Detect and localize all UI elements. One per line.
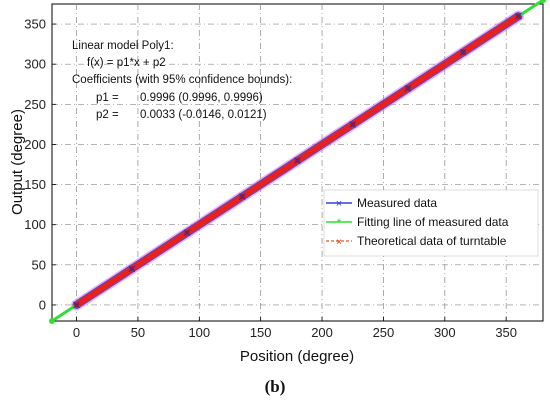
legend-marker-theoretical: × (336, 237, 342, 248)
y-tick-label: 350 (24, 17, 46, 32)
anno-p1-value: 0.9996 (0.9996, 0.9996) (140, 92, 263, 104)
data-point-measured (294, 157, 301, 164)
x-axis-label: Position (degree) (240, 348, 354, 365)
x-tick-label: 350 (495, 325, 517, 340)
anno-p2-label: p2 = (96, 109, 119, 121)
data-point-measured (459, 48, 467, 56)
data-point-measured (349, 121, 357, 128)
data-point-measured (515, 12, 522, 20)
x-tick-label: 150 (250, 325, 272, 340)
series-layer (49, 0, 546, 324)
legend-label-measured: Measured data (357, 196, 437, 210)
x-tick-label: 250 (373, 325, 395, 340)
x-tick-label: 200 (311, 325, 333, 340)
anno-coefficients: Coefficients (with 95% confidence bounds… (72, 74, 292, 86)
x-tick-label: 50 (131, 325, 145, 340)
y-tick-label: 150 (24, 177, 46, 192)
data-point-fit (49, 317, 55, 324)
legend-marker-measured: × (336, 198, 342, 210)
data-point-fit (540, 0, 546, 4)
y-tick-label: 300 (24, 57, 46, 72)
legend: × Measured data * Fitting line of measur… (323, 189, 539, 257)
x-tick-label: 0 (73, 325, 80, 340)
anno-p2-value: 0.0033 (-0.0146, 0.0121) (140, 109, 267, 121)
anno-formula: f(x) = p1*x + p2 (87, 57, 166, 69)
y-tick-label: 100 (24, 217, 46, 232)
y-axis-label: Output (degree) (9, 109, 26, 215)
y-tick-label: 50 (32, 257, 46, 272)
anno-p1-label: p1 = (96, 92, 119, 104)
ticks: 0 50 100 150 200 250 300 350 0 50 100 150 200 250 300 3… (24, 17, 517, 340)
y-tick-label: 0 (39, 297, 46, 312)
figure-caption: (b) (265, 377, 286, 396)
data-point-measured (73, 301, 80, 309)
data-point-measured (128, 265, 136, 273)
anno-model: Linear model Poly1: (72, 40, 174, 52)
legend-label-fit: Fitting line of measured data (357, 215, 509, 229)
x-tick-label: 100 (188, 325, 210, 340)
y-tick-label: 250 (24, 97, 46, 112)
fit-annotation: Linear model Poly1: f(x) = p1*x + p2 Coe… (72, 40, 292, 121)
data-point-measured (183, 229, 191, 237)
y-tick-label: 200 (24, 137, 46, 152)
legend-marker-fit: * (337, 216, 342, 230)
x-tick-label: 300 (434, 325, 456, 340)
legend-box (323, 189, 539, 257)
legend-label-theoretical: Theoretical data of turntable (357, 234, 507, 248)
data-point-measured (238, 193, 246, 200)
data-point-measured (404, 84, 412, 92)
